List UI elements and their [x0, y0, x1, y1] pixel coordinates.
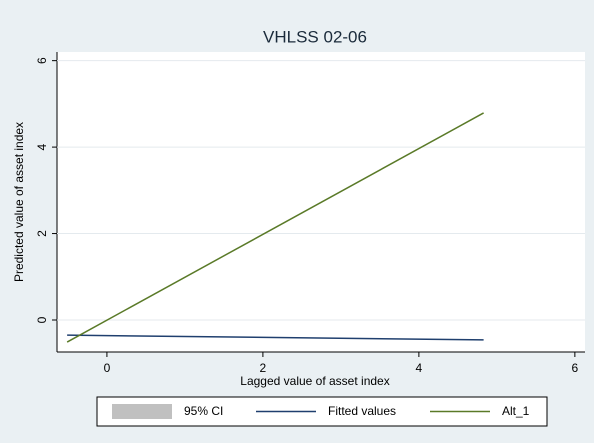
legend-label: 95% CI	[184, 404, 223, 418]
chart-title: VHLSS 02-06	[263, 27, 367, 46]
y-axis-label: Predicted value of asset index	[12, 122, 26, 282]
x-tick-label: 4	[416, 361, 423, 375]
x-tick-label: 0	[104, 361, 111, 375]
y-tick-label: 4	[35, 143, 49, 150]
x-tick-label: 6	[572, 361, 579, 375]
x-axis-label: Lagged value of asset index	[240, 374, 389, 388]
y-tick-label: 6	[35, 57, 49, 64]
y-tick-label: 2	[35, 230, 49, 237]
y-tick-label: 0	[35, 316, 49, 323]
legend-label: Alt_1	[502, 404, 530, 418]
line	[66, 112, 484, 343]
x-tick-label: 2	[260, 361, 267, 375]
legend-label: Fitted values	[328, 404, 396, 418]
line	[67, 334, 484, 341]
legend-swatch	[112, 404, 172, 419]
